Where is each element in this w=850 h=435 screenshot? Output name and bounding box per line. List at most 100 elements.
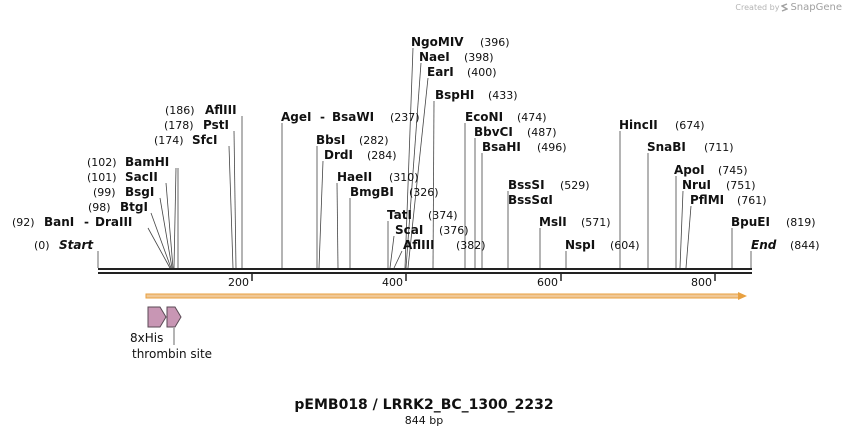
connector-naeI bbox=[405, 62, 422, 269]
site-pos-snaBI: (711) bbox=[704, 141, 734, 154]
feature-8xhis-arrow[interactable] bbox=[147, 306, 167, 328]
site-name-aflIII-1[interactable]: AflIII bbox=[205, 103, 237, 117]
site-pos-naeI: (398) bbox=[464, 51, 494, 64]
site-pos-pflMI: (761) bbox=[737, 194, 767, 207]
site-pos-btgI: (98) bbox=[88, 201, 111, 214]
site-name-apoI[interactable]: ApoI bbox=[674, 163, 705, 177]
site-dash-banI: - bbox=[84, 215, 89, 229]
site-name-bsgI[interactable]: BsgI bbox=[125, 185, 154, 199]
site-name-ecoNI[interactable]: EcoNI bbox=[465, 110, 503, 124]
site-name-bsaWI[interactable]: BsaWI bbox=[332, 110, 374, 124]
tick-label-600: 600 bbox=[537, 276, 558, 289]
snapgene-credit: Created by SnapGene bbox=[735, 2, 842, 13]
connector-bsgI bbox=[159, 197, 173, 269]
site-pos-banI: (92) bbox=[12, 216, 35, 229]
credit-brand: SnapGene bbox=[790, 2, 842, 13]
site-name-bamHI[interactable]: BamHI bbox=[125, 155, 169, 169]
connector-bspHI bbox=[432, 100, 435, 269]
site-name-bbsI[interactable]: BbsI bbox=[316, 133, 345, 147]
site-pos-earI: (400) bbox=[467, 66, 497, 79]
site-name-drdI[interactable]: DrdI bbox=[324, 148, 353, 162]
site-pos-pstI: (178) bbox=[164, 119, 194, 132]
features: 8xHis thrombin site bbox=[130, 306, 212, 361]
site-name-bsaHI[interactable]: BsaHI bbox=[482, 140, 521, 154]
site-pos-sfcI: (174) bbox=[154, 134, 184, 147]
site-name-bssSI[interactable]: BssSI bbox=[508, 178, 545, 192]
site-pos-ecoNI: (474) bbox=[517, 111, 547, 124]
snapgene-logo-icon bbox=[781, 3, 789, 12]
connector-sfcI bbox=[228, 145, 234, 269]
site-name-naeI[interactable]: NaeI bbox=[419, 50, 450, 64]
site-name-nruI[interactable]: NruI bbox=[682, 178, 711, 192]
site-pos-nruI: (751) bbox=[726, 179, 756, 192]
connector-banI bbox=[147, 227, 171, 269]
feature-label-8xhis: 8xHis bbox=[130, 331, 163, 345]
site-pos-start: (0) bbox=[34, 239, 50, 252]
site-dash-ageI: - bbox=[320, 110, 325, 124]
site-name-btgI[interactable]: BtgI bbox=[120, 200, 148, 214]
site-pos-bpuEI: (819) bbox=[786, 216, 816, 229]
connector-bamHI bbox=[173, 167, 177, 269]
tick-label-800: 800 bbox=[691, 276, 712, 289]
site-name-nspI[interactable]: NspI bbox=[565, 238, 595, 252]
site-name-ageI[interactable]: AgeI bbox=[281, 110, 311, 124]
orf-arrow-body[interactable] bbox=[145, 293, 741, 299]
connector-ngoMIV bbox=[404, 47, 414, 269]
site-pos-bsaHI: (496) bbox=[537, 141, 567, 154]
site-pos-bmgBI: (326) bbox=[409, 186, 439, 199]
credit-text: Created by bbox=[735, 3, 780, 12]
site-name-sfcI[interactable]: SfcI bbox=[192, 133, 217, 147]
site-pos-tatI: (374) bbox=[428, 209, 458, 222]
site-name-tatI[interactable]: TatI bbox=[387, 208, 412, 222]
site-pos-bsgI: (99) bbox=[93, 186, 116, 199]
site-connectors bbox=[97, 47, 752, 269]
site-pos-nspI: (604) bbox=[610, 239, 640, 252]
site-pos-drdI: (284) bbox=[367, 149, 397, 162]
site-name-mslI[interactable]: MslI bbox=[539, 215, 567, 229]
site-pos-end: (844) bbox=[790, 239, 820, 252]
site-name-banI[interactable]: BanI bbox=[44, 215, 74, 229]
feature-label-thrombin: thrombin site bbox=[132, 347, 212, 361]
site-name-end[interactable]: End bbox=[751, 238, 777, 252]
orf-arrow[interactable] bbox=[145, 292, 747, 300]
site-name-bmgBI[interactable]: BmgBI bbox=[350, 185, 394, 199]
site-name-earI[interactable]: EarI bbox=[427, 65, 454, 79]
map-length: 844 bp bbox=[405, 414, 443, 427]
site-name-ngoMIV[interactable]: NgoMIV bbox=[411, 35, 464, 49]
connector-sacII bbox=[165, 182, 174, 269]
site-labels: (0) Start (92) BanI - DraIII (98) BtgI (… bbox=[12, 35, 820, 252]
site-pos-sacII: (101) bbox=[87, 171, 117, 184]
site-name-sacII[interactable]: SacII bbox=[125, 170, 158, 184]
site-name-bspHI[interactable]: BspHI bbox=[435, 88, 474, 102]
connector-btgI bbox=[150, 212, 172, 269]
site-pos-mslI: (571) bbox=[581, 216, 611, 229]
scale-ticks: 200 400 600 800 bbox=[228, 273, 716, 289]
site-name-aflIII-2[interactable]: AflIII bbox=[403, 238, 435, 252]
connector-earI bbox=[407, 77, 429, 269]
site-pos-bamHI: (102) bbox=[87, 156, 117, 169]
site-name-hincII[interactable]: HincII bbox=[619, 118, 658, 132]
connector-nruI bbox=[679, 190, 684, 269]
site-pos-bbvCI: (487) bbox=[527, 126, 557, 139]
site-pos-bspHI: (433) bbox=[488, 89, 518, 102]
site-name-start[interactable]: Start bbox=[59, 238, 94, 252]
connector-haeII bbox=[336, 182, 339, 269]
site-name-bbvCI[interactable]: BbvCI bbox=[474, 125, 513, 139]
site-name-haeII[interactable]: HaeII bbox=[337, 170, 372, 184]
site-pos-scaI: (376) bbox=[439, 224, 469, 237]
site-name-pstI[interactable]: PstI bbox=[203, 118, 229, 132]
map-title: pEMB018 / LRRK2_BC_1300_2232 bbox=[294, 397, 553, 413]
site-name-snaBI[interactable]: SnaBI bbox=[647, 140, 686, 154]
site-pos-ngoMIV: (396) bbox=[480, 36, 510, 49]
site-name-pflMI[interactable]: PflMI bbox=[690, 193, 724, 207]
site-pos-bsaWI: (237) bbox=[390, 111, 420, 124]
orf-arrow-head[interactable] bbox=[738, 292, 747, 300]
site-name-scaI[interactable]: ScaI bbox=[395, 223, 423, 237]
site-name-draIII[interactable]: DraIII bbox=[95, 215, 132, 229]
site-name-bssSaI[interactable]: BssSαI bbox=[508, 193, 553, 207]
site-pos-aflIII-1: (186) bbox=[165, 104, 195, 117]
site-name-bpuEI[interactable]: BpuEI bbox=[731, 215, 770, 229]
feature-thrombin-arrow[interactable] bbox=[166, 306, 182, 328]
site-pos-apoI: (745) bbox=[718, 164, 748, 177]
